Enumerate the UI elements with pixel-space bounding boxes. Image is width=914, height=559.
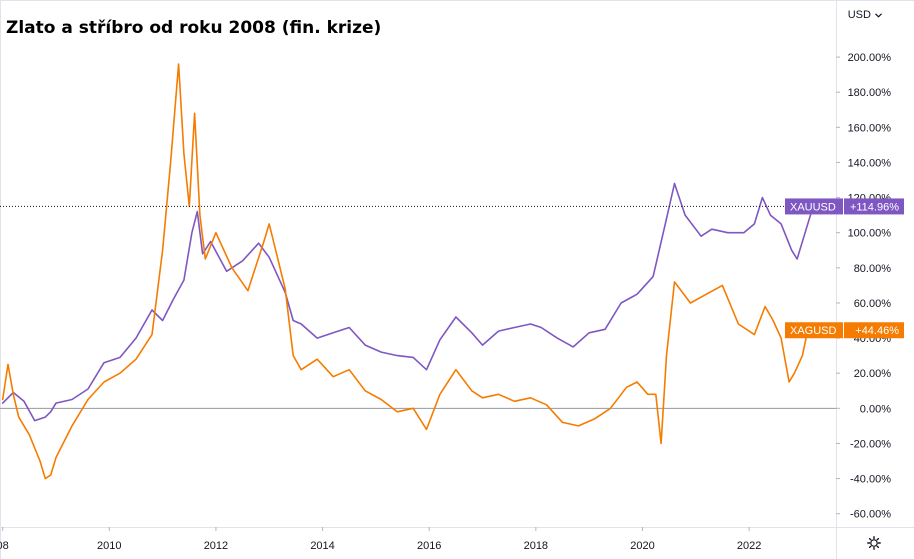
x-tick-label: 2014: [310, 540, 334, 552]
series-name-label: XAUUSD: [790, 201, 836, 213]
gear-icon[interactable]: [867, 536, 881, 550]
y-tick-label: 140.00%: [848, 157, 892, 169]
chart-title: Zlato a stříbro od roku 2008 (fin. krize…: [6, 18, 382, 38]
x-tick-label: 2012: [204, 540, 228, 552]
y-tick-label: -40.00%: [850, 474, 891, 486]
y-tick-label: -20.00%: [850, 438, 891, 450]
y-tick-label: 80.00%: [854, 263, 892, 275]
last-value-label: +44.46%: [855, 325, 899, 337]
chevron-down-icon: [874, 9, 882, 21]
y-tick-label: 200.00%: [848, 52, 892, 64]
series-name-tag: [785, 198, 843, 215]
y-tick-label: 100.00%: [848, 228, 892, 240]
value-tag-xauusd[interactable]: XAUUSD +114.96%: [785, 198, 904, 215]
y-tick-label: 60.00%: [854, 298, 892, 310]
y-tick-label: 0.00%: [860, 403, 891, 415]
last-value-tag: [844, 322, 904, 339]
currency-label: USD: [847, 9, 871, 21]
y-tick-label: 160.00%: [848, 122, 892, 134]
y-tick-label: -60.00%: [850, 509, 891, 521]
x-tick-label: 2020: [630, 540, 654, 552]
y-tick-label: 180.00%: [848, 87, 892, 99]
x-tick-label: 08: [0, 540, 9, 552]
x-tick-label: 2010: [97, 540, 121, 552]
series-line-xagusd[interactable]: [1, 63, 809, 480]
y-tick-label: 20.00%: [854, 368, 892, 380]
series-name-tag: [785, 322, 843, 339]
currency-selector[interactable]: USD: [848, 9, 882, 21]
last-value-label: +114.96%: [850, 201, 899, 213]
x-tick-label: 2022: [737, 540, 761, 552]
value-tag-xagusd[interactable]: XAGUSD +44.46%: [785, 322, 904, 339]
x-tick-label: 2016: [417, 540, 441, 552]
series-line-xauusd[interactable]: [1, 182, 814, 422]
series-name-label: XAGUSD: [790, 325, 837, 337]
x-tick-label: 2018: [524, 540, 548, 552]
last-value-tag: [844, 198, 904, 215]
